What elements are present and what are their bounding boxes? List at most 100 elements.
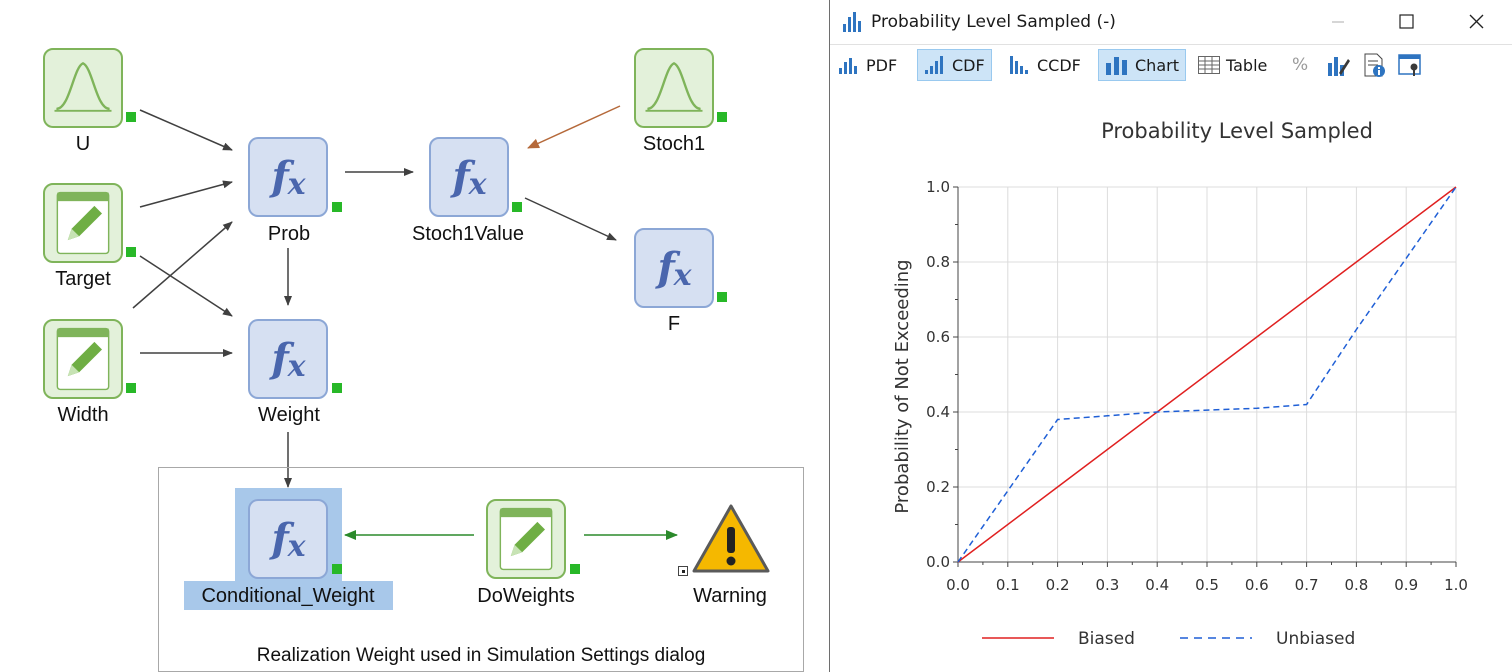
percent-button[interactable]: % bbox=[1286, 49, 1314, 81]
window-title: Probability Level Sampled (-) bbox=[871, 12, 1116, 32]
x-tick-label: 0.9 bbox=[1394, 576, 1418, 594]
status-indicator bbox=[332, 202, 342, 212]
status-indicator bbox=[332, 564, 342, 574]
result-window[interactable]: Probability Level Sampled (-) PDF CDF bbox=[829, 0, 1512, 672]
ccdf-label: CCDF bbox=[1037, 55, 1081, 75]
close-icon[interactable] bbox=[1453, 0, 1499, 45]
y-tick-label: 0.0 bbox=[926, 553, 950, 571]
node-label-prob: Prob bbox=[267, 223, 311, 245]
warning-icon[interactable] bbox=[691, 503, 771, 575]
minimize-icon[interactable] bbox=[1315, 0, 1361, 45]
legend-label-biased: Biased bbox=[1078, 629, 1135, 649]
diagram-links bbox=[132, 105, 678, 540]
bell-curve-icon bbox=[54, 62, 112, 112]
chart-label: Chart bbox=[1135, 55, 1179, 75]
maximize-icon[interactable] bbox=[1383, 0, 1429, 45]
link-stoch1-stoch1value bbox=[527, 105, 621, 149]
ccdf-icon bbox=[1010, 56, 1028, 74]
node-prob[interactable]: fx bbox=[248, 137, 328, 217]
pdf-button[interactable]: PDF bbox=[832, 49, 903, 81]
function-icon: fx bbox=[271, 153, 305, 202]
x-tick-label: 0.0 bbox=[946, 576, 970, 594]
status-indicator bbox=[717, 292, 727, 302]
node-label-weight: Weight bbox=[258, 404, 320, 426]
node-label-u: U bbox=[75, 133, 91, 155]
y-tick-label: 0.2 bbox=[926, 478, 950, 496]
node-stoch1[interactable] bbox=[634, 48, 714, 128]
x-tick-label: 0.5 bbox=[1195, 576, 1219, 594]
selection-highlight bbox=[184, 581, 393, 610]
x-tick-label: 0.2 bbox=[1046, 576, 1070, 594]
series-line-biased bbox=[957, 186, 1457, 563]
table-button[interactable]: Table bbox=[1192, 49, 1273, 81]
link-target-prob bbox=[139, 180, 233, 208]
chart-button[interactable]: Chart bbox=[1098, 49, 1186, 81]
document-info-icon[interactable] bbox=[1362, 53, 1386, 77]
chart-icon bbox=[1106, 57, 1127, 75]
y-tick-label: 1.0 bbox=[926, 178, 950, 196]
container-caption: Realization Weight used in Simulation Se… bbox=[256, 645, 706, 666]
status-indicator bbox=[570, 564, 580, 574]
status-indicator bbox=[332, 383, 342, 393]
x-tick-label: 0.6 bbox=[1245, 576, 1269, 594]
node-label-target: Target bbox=[55, 268, 111, 290]
node-doweights[interactable] bbox=[486, 499, 566, 579]
x-tick-label: 0.7 bbox=[1295, 576, 1319, 594]
status-indicator bbox=[717, 112, 727, 122]
node-label-stoch1value: Stoch1Value bbox=[412, 223, 524, 245]
legend-label-unbiased: Unbiased bbox=[1276, 629, 1355, 649]
series-line-unbiased bbox=[957, 186, 1457, 563]
y-axis-label: Probability of Not Exceeding bbox=[892, 259, 913, 513]
function-icon: fx bbox=[271, 515, 305, 564]
x-tick-label: 0.4 bbox=[1145, 576, 1169, 594]
chart-title: Probability Level Sampled bbox=[1101, 119, 1373, 143]
node-label-f: F bbox=[667, 313, 681, 335]
chart-area: Probability Level Sampled 0.0 0.1 0.2 0.3 0.4… bbox=[830, 85, 1512, 672]
y-tick-label: 0.8 bbox=[926, 253, 950, 271]
model-diagram: U Target Width fx Prob fx Weight fx S bbox=[43, 48, 804, 672]
edit-document-icon bbox=[56, 191, 110, 255]
node-label-warning: Warning bbox=[693, 585, 767, 607]
node-f[interactable]: fx bbox=[634, 228, 714, 308]
node-stoch1value[interactable]: fx bbox=[429, 137, 509, 217]
warning-marker-icon bbox=[678, 566, 688, 576]
function-icon: fx bbox=[452, 153, 486, 202]
bell-curve-icon bbox=[645, 62, 703, 112]
node-width[interactable] bbox=[43, 319, 123, 399]
y-tick-label: 0.6 bbox=[926, 328, 950, 346]
cdf-button[interactable]: CDF bbox=[917, 49, 992, 81]
link-u-prob bbox=[139, 109, 233, 151]
function-icon: fx bbox=[657, 244, 691, 293]
ccdf-button[interactable]: CCDF bbox=[1003, 49, 1087, 81]
node-label-conditional-weight: Conditional_Weight bbox=[201, 585, 375, 607]
link-width-prob bbox=[132, 221, 233, 309]
x-tick-label: 1.0 bbox=[1444, 576, 1468, 594]
x-tick-label: 0.1 bbox=[996, 576, 1020, 594]
cdf-icon bbox=[925, 56, 943, 74]
edit-document-icon bbox=[56, 327, 110, 391]
node-conditional-weight[interactable]: fx bbox=[248, 499, 328, 579]
table-icon bbox=[1198, 56, 1220, 74]
percent-label: % bbox=[1292, 55, 1309, 75]
function-icon: fx bbox=[271, 335, 305, 384]
x-tick-label: 0.3 bbox=[1095, 576, 1119, 594]
status-indicator bbox=[126, 112, 136, 122]
cdf-label: CDF bbox=[952, 55, 985, 75]
status-indicator bbox=[512, 202, 522, 212]
node-weight[interactable]: fx bbox=[248, 319, 328, 399]
pdf-icon bbox=[839, 58, 857, 74]
link-target-weight bbox=[139, 255, 233, 317]
chart-edit-icon[interactable] bbox=[1326, 53, 1350, 77]
x-tick-label: 0.8 bbox=[1344, 576, 1368, 594]
node-u[interactable] bbox=[43, 48, 123, 128]
table-label: Table bbox=[1226, 55, 1268, 75]
status-indicator bbox=[126, 383, 136, 393]
chart-bars-icon bbox=[843, 12, 861, 32]
node-target[interactable] bbox=[43, 183, 123, 263]
cdf-chart: Probability Level Sampled 0.0 0.1 0.2 0.3 0.4… bbox=[892, 119, 1468, 649]
toolbar: PDF CDF CCDF Chart bbox=[830, 45, 1512, 85]
pdf-label: PDF bbox=[866, 55, 898, 75]
title-bar[interactable]: Probability Level Sampled (-) bbox=[830, 0, 1512, 45]
window-settings-icon[interactable] bbox=[1398, 53, 1422, 77]
y-tick-label: 0.4 bbox=[926, 403, 950, 421]
